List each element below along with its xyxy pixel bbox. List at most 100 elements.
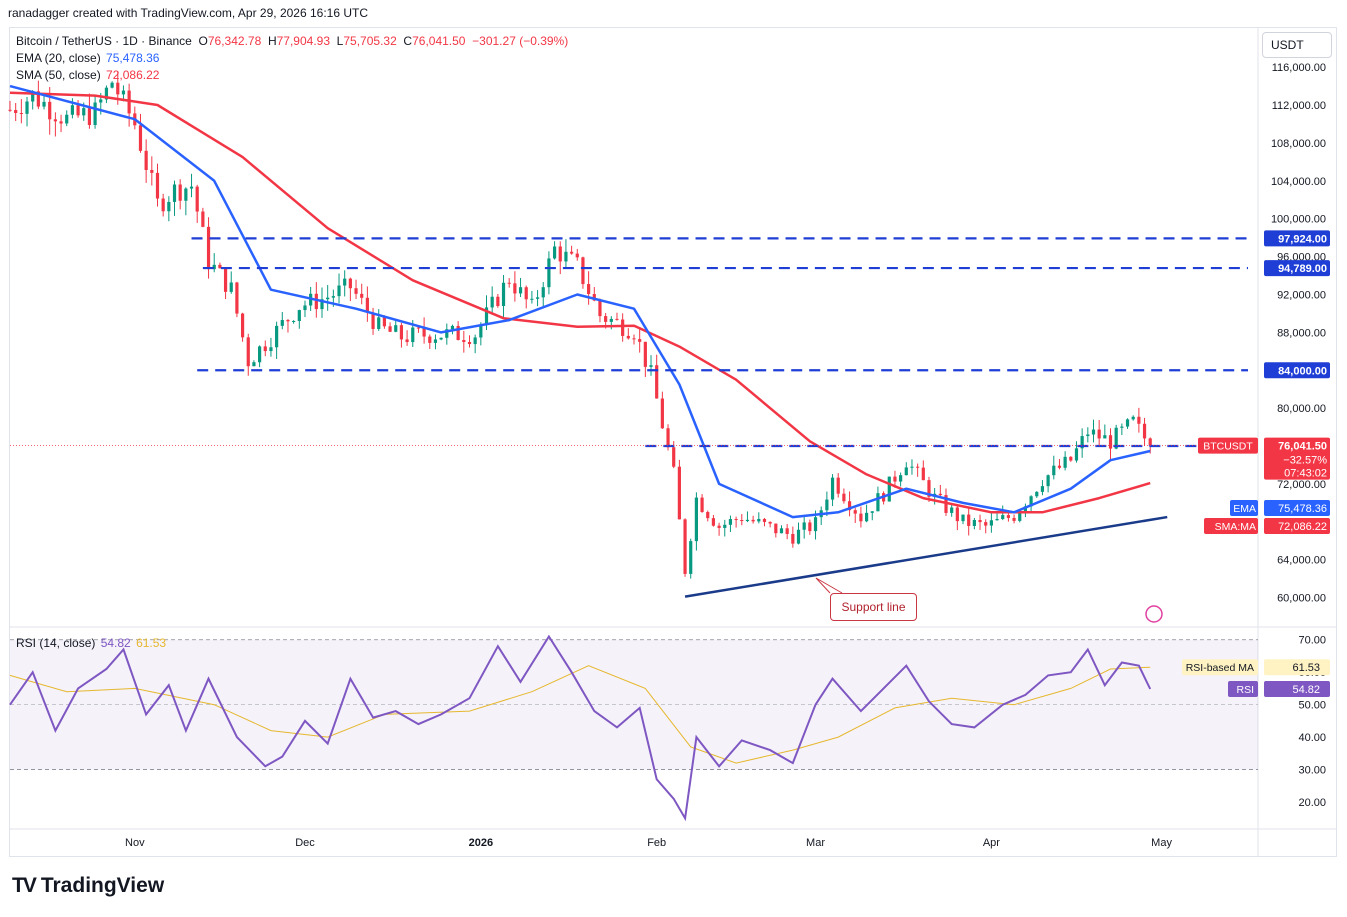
candle-body	[660, 398, 664, 429]
candle-body	[501, 282, 506, 306]
sma-legend-label: SMA (50, close)	[16, 68, 101, 82]
candle-body	[842, 493, 846, 502]
rsi-legend[interactable]: RSI (14, close) 54.82 61.53	[16, 636, 166, 650]
created-by-text: ranadagger created with TradingView.com,…	[8, 6, 368, 20]
candle-body	[127, 90, 131, 114]
candle-body	[785, 528, 789, 534]
candle-body	[53, 119, 57, 122]
price-tick-label: 100,000.00	[1271, 214, 1326, 226]
symbol-title: Bitcoin / TetherUS · 1D · Binance	[16, 34, 192, 48]
price-tick-label: 80,000.00	[1277, 403, 1326, 415]
candle-body	[870, 511, 874, 513]
ema-badge-value-badge	[1264, 500, 1330, 516]
candle-body	[632, 338, 636, 340]
candle-body	[978, 519, 982, 523]
tradingview-logo[interactable]: TV TradingView	[12, 874, 164, 898]
candle-body	[235, 282, 239, 314]
lightning-icon[interactable]	[1145, 605, 1163, 623]
rsi-badge-tag-label: RSI	[1236, 684, 1254, 696]
support-trendline[interactable]	[684, 515, 1168, 598]
candle-body	[320, 299, 324, 310]
candle-body	[110, 82, 114, 88]
candle-body	[768, 521, 772, 524]
candle-body	[365, 297, 369, 313]
candle-body	[36, 91, 40, 107]
candle-body	[229, 282, 233, 292]
ema-legend-label: EMA (20, close)	[16, 51, 101, 65]
candle-body	[677, 466, 681, 520]
candle-body	[82, 108, 86, 116]
candle-body	[813, 517, 818, 532]
ema-badge-value-label: 75,478.36	[1278, 503, 1327, 515]
candle-body	[1120, 426, 1124, 428]
sma-badge-value-label: 72,086.22	[1278, 521, 1327, 533]
candle-body	[989, 520, 993, 526]
rsi-ma-legend-value: 61.53	[136, 636, 167, 650]
candle-body	[104, 87, 109, 100]
candle-body	[950, 507, 954, 513]
candle-body	[212, 264, 216, 270]
candle-body	[303, 305, 307, 311]
change-value: −301.27 (−0.39%)	[472, 34, 569, 48]
candle-body	[592, 294, 596, 301]
rsi-tick-label: 70.00	[1298, 635, 1326, 647]
candle-body	[445, 329, 449, 338]
last-price-badge-text: −32.57%	[1283, 455, 1327, 467]
candle-body	[864, 512, 869, 522]
time-tick-label: 2026	[469, 837, 493, 849]
rsi-ma-badge-tag	[1182, 659, 1258, 676]
rsi-tick-label: 30.00	[1298, 765, 1326, 777]
low-value: 75,705.32	[343, 34, 397, 48]
candle-body	[723, 524, 727, 528]
candle-body	[791, 533, 795, 544]
candle-body	[360, 293, 364, 298]
currency-button[interactable]: USDT	[1262, 32, 1332, 58]
candle-body	[921, 467, 925, 481]
candle-body	[745, 519, 750, 522]
candle-body	[428, 336, 432, 343]
rsi-legend-value: 54.82	[100, 636, 131, 650]
candle-body	[76, 105, 80, 116]
candle-body	[269, 347, 273, 352]
candle-body	[621, 319, 625, 336]
candle-body	[796, 529, 801, 544]
candle-body	[155, 172, 160, 199]
candle-body	[292, 321, 296, 323]
open-value: 76,342.78	[207, 34, 262, 48]
support-callout-pointer	[815, 577, 843, 594]
candle-body	[1012, 517, 1016, 521]
candle-body	[1018, 512, 1022, 521]
rsi-badge-value-label: 54.82	[1292, 684, 1320, 696]
symbol-badge	[1198, 437, 1258, 454]
ema-badge-tag-label: EMA	[1233, 503, 1256, 515]
candle-body	[138, 125, 143, 151]
candle-body	[1063, 456, 1067, 468]
rsi-ma-badge-value-badge	[1264, 659, 1330, 676]
ema-legend[interactable]: EMA (20, close) 75,478.36	[16, 51, 159, 65]
candle-body	[649, 365, 653, 367]
candle-body	[899, 475, 903, 482]
candle-body	[587, 284, 591, 295]
last-price-badge	[1264, 437, 1330, 480]
price-tick-label: 88,000.00	[1277, 327, 1326, 339]
rsi-tick-label: 20.00	[1298, 797, 1326, 809]
candle-body	[638, 339, 642, 342]
candle-body	[655, 365, 659, 399]
candle-body	[967, 514, 971, 526]
sma-legend[interactable]: SMA (50, close) 72,086.22	[16, 68, 159, 82]
candle-body	[757, 518, 761, 522]
candle-body	[14, 110, 18, 114]
candle-body	[223, 268, 228, 292]
candle-body	[893, 476, 897, 482]
symbol-badge-label: BTCUSDT	[1203, 441, 1253, 453]
candle-body	[1080, 436, 1084, 449]
candle-body	[371, 312, 375, 329]
candle-body	[836, 477, 840, 494]
candle-body	[808, 522, 812, 532]
candle-body	[1046, 475, 1050, 487]
candle-body	[416, 327, 421, 329]
ema20-line	[9, 84, 1151, 519]
candle-body	[887, 476, 891, 502]
candle-body	[916, 466, 920, 468]
